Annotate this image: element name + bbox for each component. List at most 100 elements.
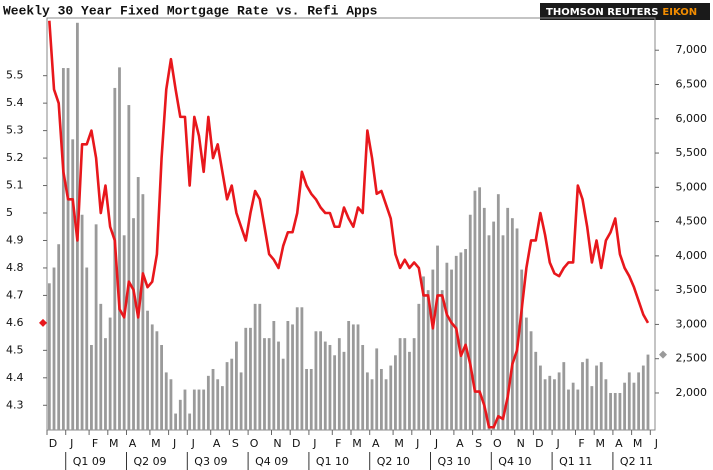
y-tick-label: 5.2 bbox=[6, 151, 24, 164]
bar bbox=[178, 399, 182, 430]
bar bbox=[459, 252, 463, 430]
bar bbox=[188, 413, 192, 430]
bar bbox=[539, 365, 542, 430]
bar bbox=[431, 269, 435, 430]
bar bbox=[286, 321, 290, 430]
bar bbox=[590, 386, 594, 430]
bar bbox=[211, 368, 215, 430]
logo-box bbox=[540, 3, 710, 20]
bar bbox=[356, 324, 360, 430]
x-tick-label: J bbox=[415, 437, 419, 450]
y2-tick-label: 7,000 bbox=[676, 43, 708, 56]
bar bbox=[61, 68, 65, 430]
x-tick-label: J bbox=[555, 437, 559, 450]
logo-name: THOMSON REUTERS EIKON bbox=[546, 7, 697, 18]
x-tick-label: F bbox=[92, 437, 98, 450]
bar bbox=[52, 267, 56, 430]
bar bbox=[230, 358, 234, 430]
y-tick-label: 5.3 bbox=[6, 124, 24, 137]
x-tick-label: A bbox=[615, 437, 623, 450]
bar bbox=[623, 382, 627, 430]
bar bbox=[365, 372, 369, 430]
bar bbox=[258, 303, 262, 430]
bar bbox=[543, 379, 547, 430]
bar bbox=[57, 244, 61, 430]
x-tick-label: J bbox=[191, 437, 195, 450]
bar bbox=[529, 331, 533, 430]
bar bbox=[235, 341, 238, 430]
bar bbox=[618, 392, 622, 430]
x-tick-label: M bbox=[352, 437, 362, 450]
bar bbox=[436, 245, 439, 430]
bar bbox=[90, 344, 93, 430]
bar bbox=[567, 389, 570, 430]
bar bbox=[118, 67, 121, 431]
bar bbox=[132, 218, 135, 430]
quarter-label: Q4 09 bbox=[255, 455, 288, 468]
x-tick-label: A bbox=[372, 437, 380, 450]
bar bbox=[174, 413, 178, 430]
bar bbox=[408, 351, 411, 430]
bar bbox=[524, 317, 528, 430]
bar bbox=[347, 321, 351, 430]
bar bbox=[361, 344, 365, 430]
bar bbox=[412, 338, 416, 430]
bar bbox=[99, 303, 103, 430]
bar bbox=[468, 214, 472, 430]
x-tick-label: A bbox=[129, 437, 137, 450]
bar bbox=[646, 354, 650, 430]
bar bbox=[104, 338, 107, 430]
x-tick-label: A bbox=[456, 437, 464, 450]
bar bbox=[108, 317, 112, 430]
y-tick-label: 4.5 bbox=[6, 343, 24, 356]
x-tick-label: D bbox=[292, 437, 300, 450]
bar bbox=[183, 389, 187, 430]
y2-tick-label: 4,500 bbox=[676, 215, 708, 228]
bar bbox=[66, 68, 70, 430]
bar bbox=[534, 351, 538, 430]
bar bbox=[515, 228, 519, 430]
bar bbox=[244, 327, 248, 430]
y-tick-label: 5.4 bbox=[6, 96, 24, 109]
bar bbox=[169, 379, 173, 430]
x-tick-label: M bbox=[151, 437, 161, 450]
y-tick-label: 5 bbox=[6, 206, 13, 219]
bar bbox=[609, 392, 612, 430]
bar bbox=[595, 365, 598, 430]
bar bbox=[192, 389, 196, 430]
bar bbox=[641, 365, 645, 430]
quarter-label: Q3 10 bbox=[438, 455, 471, 468]
x-tick-label: J bbox=[654, 437, 658, 450]
bar bbox=[202, 389, 206, 430]
quarter-label: Q1 09 bbox=[73, 455, 106, 468]
bar bbox=[450, 269, 453, 430]
bar bbox=[375, 348, 379, 430]
x-tick-label: A bbox=[213, 437, 221, 450]
bar bbox=[197, 389, 201, 430]
bar bbox=[478, 187, 482, 430]
quarter-label: Q2 11 bbox=[620, 455, 653, 468]
bar bbox=[305, 368, 308, 430]
bar bbox=[225, 362, 229, 430]
bar bbox=[553, 379, 556, 430]
bar bbox=[122, 235, 126, 430]
bar bbox=[263, 338, 266, 430]
bar bbox=[576, 389, 580, 430]
bar bbox=[520, 269, 524, 430]
y-tick-label: 5.1 bbox=[6, 179, 24, 192]
bar bbox=[351, 324, 355, 430]
bar bbox=[384, 379, 388, 430]
bar bbox=[637, 372, 641, 430]
bar bbox=[136, 177, 140, 430]
bar bbox=[141, 194, 145, 430]
bar bbox=[482, 207, 486, 430]
bar bbox=[272, 321, 276, 430]
y-tick-label: 4.9 bbox=[6, 233, 24, 246]
bar bbox=[403, 338, 407, 430]
x-tick-label: M bbox=[595, 437, 605, 450]
y-tick-label: 4.7 bbox=[6, 288, 24, 301]
bar bbox=[585, 358, 589, 430]
x-tick-label: J bbox=[69, 437, 73, 450]
bar bbox=[632, 382, 636, 430]
y2-tick-label: 3,500 bbox=[676, 283, 708, 296]
